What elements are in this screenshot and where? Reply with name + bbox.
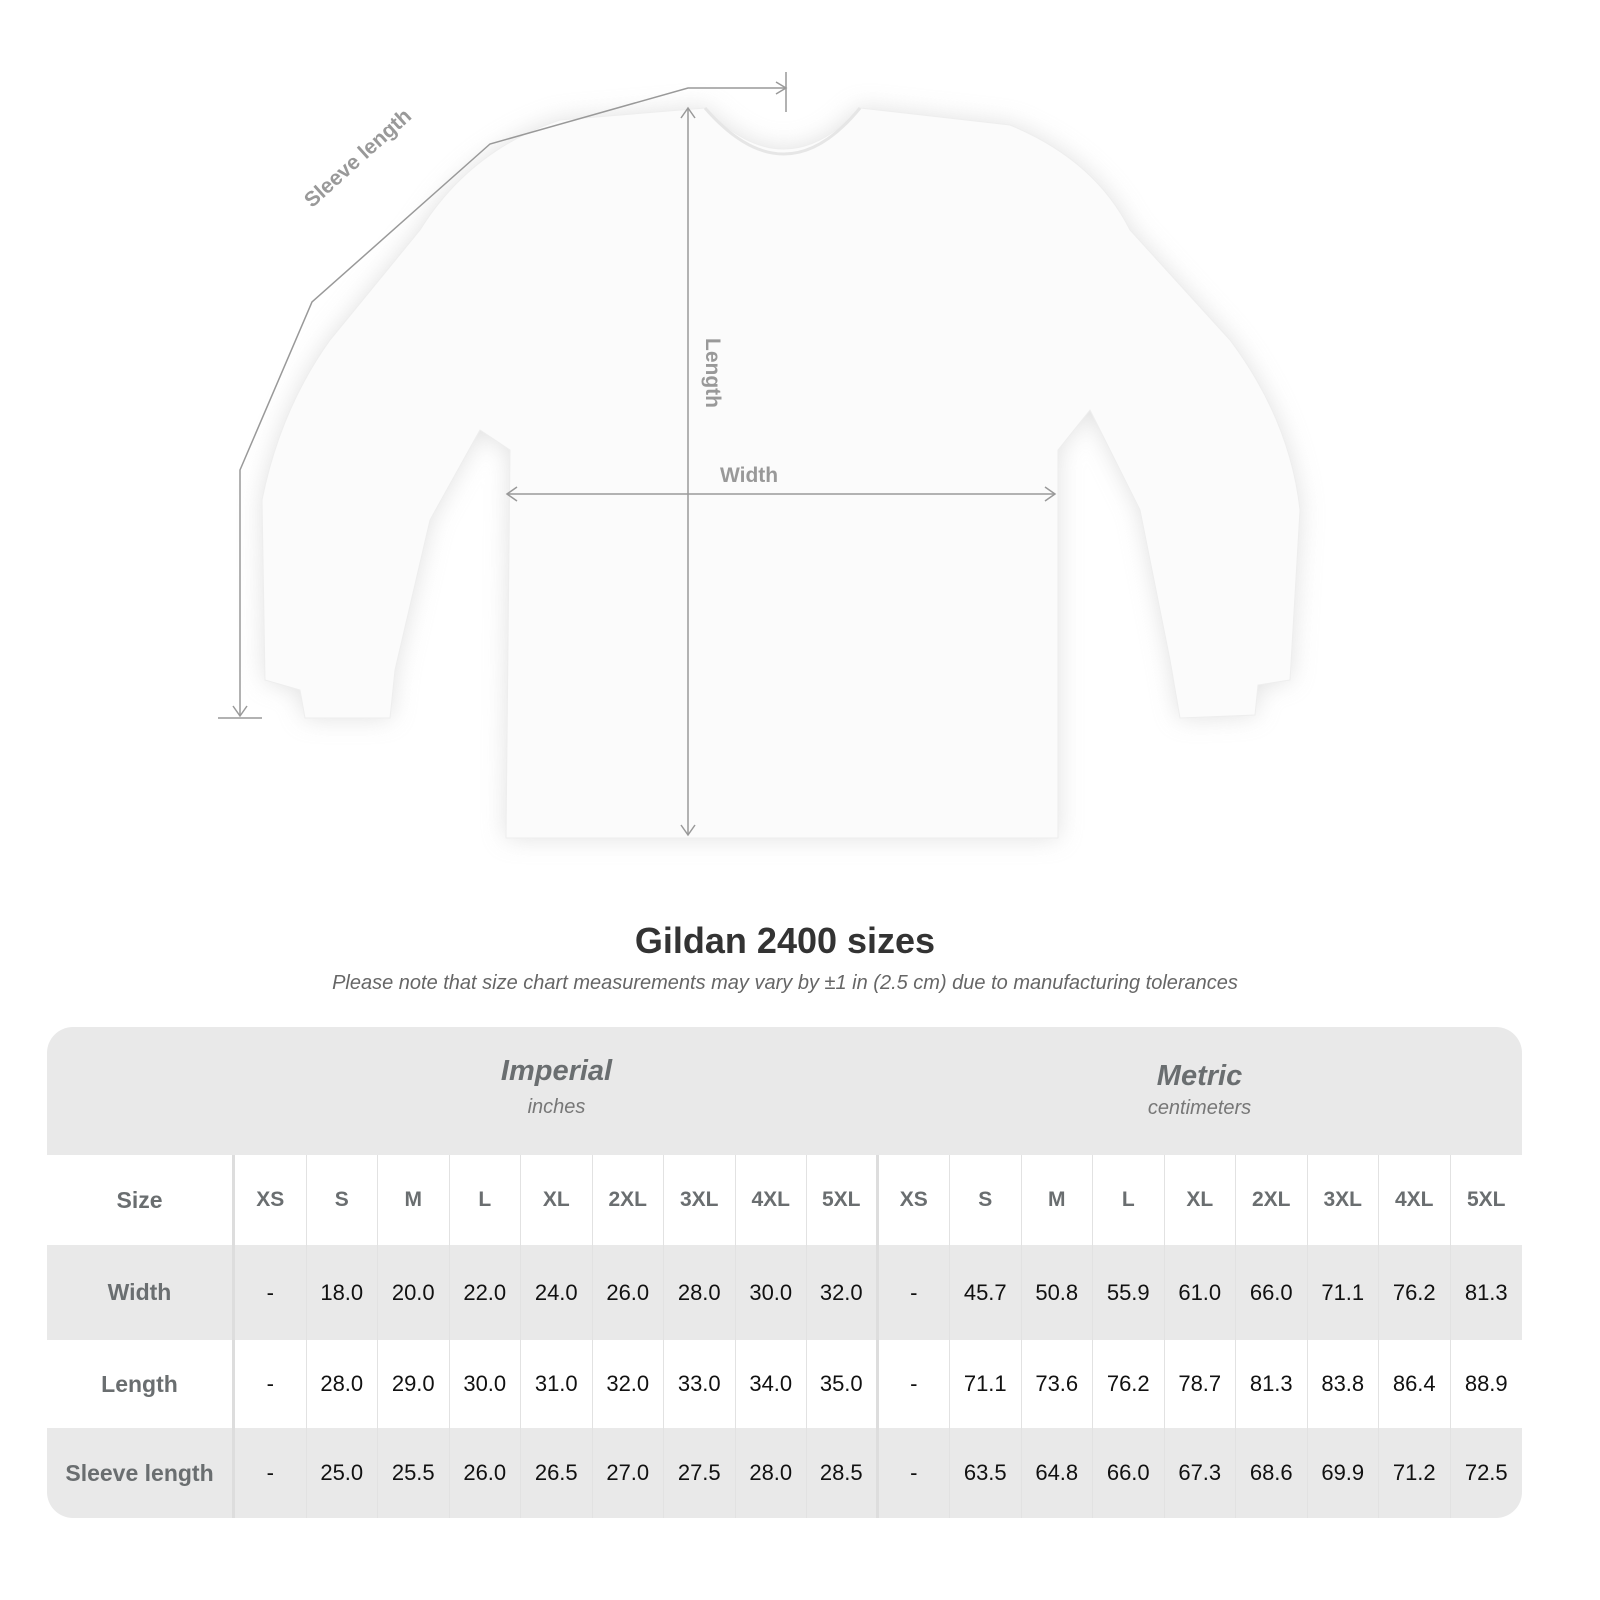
value-cell: 81.3	[1236, 1340, 1308, 1428]
value-cell: 68.6	[1236, 1428, 1308, 1518]
value-cell: 66.0	[1093, 1428, 1165, 1518]
row-label: Width	[47, 1245, 235, 1340]
size-header-cell: XS	[235, 1155, 307, 1245]
value-cell: 28.5	[807, 1428, 879, 1518]
row-label: Length	[47, 1340, 235, 1428]
value-cell: 67.3	[1165, 1428, 1236, 1518]
tolerance-note: Please note that size chart measurements…	[332, 972, 1238, 994]
value-cell: -	[879, 1340, 950, 1428]
value-cell: 76.2	[1379, 1245, 1451, 1340]
value-cell: 32.0	[593, 1340, 664, 1428]
size-header-cell: S	[950, 1155, 1022, 1245]
size-header-cell: 2XL	[1236, 1155, 1308, 1245]
value-cell: 26.5	[521, 1428, 593, 1518]
size-header-cell: 5XL	[1466, 1188, 1506, 1211]
shirt-diagram	[218, 72, 1301, 839]
value-cell: 81.3	[1464, 1279, 1508, 1305]
imperial-label: Imperial	[500, 1055, 613, 1087]
value-cell: -	[879, 1428, 950, 1518]
value-cell: 66.0	[1236, 1245, 1308, 1340]
value-cell: -	[879, 1245, 950, 1340]
value-cell: 76.2	[1093, 1340, 1165, 1428]
size-header-cell: 3XL	[664, 1155, 736, 1245]
size-header-cell: M	[378, 1155, 450, 1245]
value-cell: 86.4	[1379, 1340, 1451, 1428]
shirt-illustration	[261, 107, 1301, 839]
size-header-cell: M	[1022, 1155, 1093, 1245]
metric-unit: centimeters	[1147, 1097, 1252, 1119]
size-header-cell: L	[1093, 1155, 1165, 1245]
value-cell: 30.0	[736, 1245, 807, 1340]
row-label: Sleeve length	[47, 1428, 235, 1518]
value-cell: 45.7	[950, 1245, 1022, 1340]
value-cell: 30.0	[450, 1340, 521, 1428]
value-cell: 83.8	[1308, 1340, 1379, 1428]
value-cell: 26.0	[450, 1428, 521, 1518]
length-label: Length	[701, 338, 724, 408]
value-cell: 71.2	[1379, 1428, 1451, 1518]
size-header-cell: XL	[1165, 1155, 1236, 1245]
value-cell: 32.0	[807, 1245, 879, 1340]
value-cell: -	[235, 1340, 307, 1428]
value-cell: 73.6	[1022, 1340, 1093, 1428]
value-cell: 64.8	[1022, 1428, 1093, 1518]
size-header-cell: XS	[879, 1155, 950, 1245]
value-cell: 72.5	[1464, 1460, 1508, 1485]
value-cell: 50.8	[1022, 1245, 1093, 1340]
value-cell: 27.0	[593, 1428, 664, 1518]
value-cell: 55.9	[1093, 1245, 1165, 1340]
value-cell: 71.1	[950, 1340, 1022, 1428]
metric-header: Metric centimeters	[878, 1027, 1521, 1155]
size-header-cell: S	[307, 1155, 378, 1245]
value-cell: -	[235, 1245, 307, 1340]
table-row: Width -18.0 20.0 22.0 24.0 26.0 28.0 30.0 32.0-4…	[47, 1245, 1522, 1340]
value-cell: 34.0	[736, 1340, 807, 1428]
value-cell: 28.0	[664, 1245, 736, 1340]
value-cell: 25.5	[378, 1428, 450, 1518]
value-cell: 31.0	[521, 1340, 593, 1428]
chart-title: Gildan 2400 sizes	[634, 920, 936, 961]
size-header-cell: 3XL	[1308, 1155, 1379, 1245]
value-cell: 27.5	[664, 1428, 736, 1518]
measurement-lines	[218, 72, 1057, 837]
value-cell: 78.7	[1165, 1340, 1236, 1428]
size-header-row: Size XS S M L XL 2XL 3XL 4XL 5XL XS S M L XL 2XL 3XL 4XL 5…	[47, 1155, 1522, 1245]
size-header-cell: 5XL	[807, 1155, 879, 1245]
size-header-cell: XL	[521, 1155, 593, 1245]
value-cell: 88.9	[1464, 1371, 1508, 1396]
value-cell: 71.1	[1308, 1245, 1379, 1340]
size-header-cell: L	[450, 1155, 521, 1245]
row-label: Size	[47, 1155, 235, 1245]
value-cell: 61.0	[1165, 1245, 1236, 1340]
value-cell: -	[235, 1428, 307, 1518]
size-table: Imperial inches Metric centimeters Size X…	[47, 1027, 1522, 1518]
value-cell: 26.0	[593, 1245, 664, 1340]
value-cell: 63.5	[950, 1428, 1022, 1518]
width-label: Width	[720, 464, 779, 487]
value-cell: 20.0	[378, 1245, 450, 1340]
size-header-cell: 2XL	[593, 1155, 664, 1245]
size-header-cell: 4XL	[736, 1155, 807, 1245]
value-cell: 28.0	[736, 1428, 807, 1518]
value-cell: 24.0	[521, 1245, 593, 1340]
metric-label: Metric	[1156, 1060, 1243, 1092]
value-cell: 22.0	[450, 1245, 521, 1340]
header-band	[47, 1027, 1522, 1155]
table-row: Length -28.0 29.0 30.0 31.0 32.0 33.0 34.0 35.0-…	[47, 1340, 1522, 1428]
value-cell: 18.0	[307, 1245, 378, 1340]
value-cell: 69.9	[1308, 1428, 1379, 1518]
imperial-header: Imperial inches	[235, 1027, 878, 1155]
value-cell: 29.0	[378, 1340, 450, 1428]
value-cell: 28.0	[307, 1340, 378, 1428]
value-cell: 33.0	[664, 1340, 736, 1428]
value-cell: 35.0	[807, 1340, 879, 1428]
table-row: Sleeve length -25.0 25.5 26.0 26.5 27.0 27.5 28…	[47, 1428, 1522, 1518]
value-cell: 25.0	[307, 1428, 378, 1518]
size-header-cell: 4XL	[1379, 1155, 1451, 1245]
imperial-unit: inches	[527, 1096, 586, 1118]
